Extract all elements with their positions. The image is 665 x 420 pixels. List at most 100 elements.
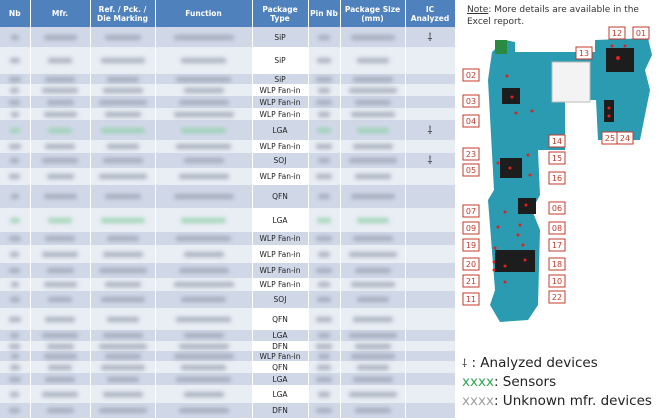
redacted-text — [48, 217, 72, 223]
redacted-cell — [340, 373, 406, 385]
ic-analyzed-cell: ⸸ — [405, 153, 456, 168]
redacted-cell — [308, 245, 341, 263]
redacted-text — [100, 58, 145, 63]
redacted-text — [354, 268, 391, 273]
redacted-cell — [30, 373, 91, 385]
redacted-text — [348, 391, 397, 397]
redacted-cell — [0, 341, 31, 351]
package-type-cell: LGA — [252, 208, 309, 232]
redacted-cell — [90, 245, 156, 263]
redacted-text — [48, 127, 72, 133]
callout-number: 23 — [466, 150, 476, 159]
redacted-text — [45, 316, 75, 322]
legend-sensors: xxxx: Sensors — [462, 374, 556, 390]
redacted-text — [104, 194, 141, 199]
redacted-text — [318, 111, 330, 117]
redacted-text — [43, 194, 77, 199]
callout-label: 25 — [601, 131, 619, 145]
callout-label: 18 — [548, 257, 566, 271]
redacted-text — [10, 158, 20, 163]
package-type-cell: WLP Fan-in — [252, 108, 309, 120]
redacted-cell — [90, 208, 156, 232]
table-row: WLP Fan-in — [0, 168, 456, 185]
package-type-cell: SiP — [252, 27, 309, 47]
redacted-cell — [155, 361, 253, 373]
callout-number: 13 — [579, 49, 589, 58]
redacted-cell — [340, 140, 406, 153]
board-photo: 01 12 13 02 03 04 14 25 24 23 05 15 16 07 06 09 08 19 17 20… — [462, 26, 652, 322]
table-row: WLP Fan-in — [0, 278, 456, 291]
package-type-cell: SiP — [252, 47, 309, 74]
redacted-text — [318, 194, 330, 199]
callout-number: 11 — [466, 295, 476, 304]
callout-number: 20 — [466, 260, 476, 269]
redacted-text — [106, 236, 139, 241]
ic-analyzed-cell — [405, 168, 456, 185]
redacted-cell — [155, 232, 253, 245]
table-row: SiP — [0, 47, 456, 74]
ic-analyzed-cell — [405, 403, 456, 418]
redacted-text — [43, 353, 77, 359]
table-row: SOJ ⸸ — [0, 153, 456, 168]
ic-analyzed-cell — [405, 341, 456, 351]
redacted-cell — [308, 341, 341, 351]
redacted-text — [352, 144, 393, 149]
callout-number: 06 — [552, 204, 562, 213]
table-header: Nb Mfr. Ref. / Pck. / Die Marking Function P… — [0, 0, 456, 27]
column-header: Package Size (mm) — [340, 0, 406, 27]
ic-analyzed-cell — [405, 245, 456, 263]
ic-analyzed-cell — [405, 96, 456, 108]
redacted-cell — [0, 232, 31, 245]
redacted-cell — [30, 168, 91, 185]
redacted-text — [42, 391, 78, 397]
ic-analyzed-cell: ⸸ — [405, 27, 456, 47]
callout-number: 07 — [466, 207, 476, 216]
redacted-text — [348, 251, 397, 257]
column-header: IC Analyzed — [405, 0, 456, 27]
package-type-cell: WLP Fan-in — [252, 140, 309, 153]
redacted-cell — [90, 341, 156, 351]
table-row: SOJ — [0, 291, 456, 308]
ic-analyzed-cell — [405, 108, 456, 120]
redacted-text — [10, 282, 19, 287]
redacted-cell — [308, 84, 341, 96]
callout-number: 16 — [552, 174, 562, 183]
callout-number: 24 — [620, 134, 630, 143]
redacted-text — [43, 34, 77, 40]
redacted-cell — [155, 308, 253, 330]
redacted-cell — [308, 373, 341, 385]
redacted-text — [317, 127, 331, 133]
redacted-text — [98, 343, 147, 349]
redacted-text — [356, 58, 389, 63]
redacted-text — [183, 87, 224, 93]
redacted-cell — [30, 153, 91, 168]
redacted-cell — [0, 361, 31, 373]
redacted-text — [43, 111, 77, 117]
callout-label: 02 — [462, 68, 480, 82]
redacted-text — [181, 297, 226, 302]
redacted-text — [316, 268, 332, 273]
redacted-cell — [340, 185, 406, 208]
redacted-cell — [155, 108, 253, 120]
ic-analyzed-cell — [405, 278, 456, 291]
package-type-cell: DFN — [252, 403, 309, 418]
redacted-text — [183, 391, 224, 397]
redacted-text — [104, 34, 141, 40]
redacted-text — [10, 194, 19, 199]
redacted-text — [181, 58, 226, 63]
redacted-cell — [340, 278, 406, 291]
redacted-text — [10, 391, 20, 397]
package-type-cell: WLP Fan-in — [252, 263, 309, 278]
redacted-text — [43, 282, 77, 287]
redacted-text — [42, 251, 78, 257]
redacted-cell — [30, 84, 91, 96]
redacted-text — [102, 87, 143, 93]
redacted-text — [350, 111, 395, 117]
redacted-text — [9, 127, 20, 133]
redacted-text — [10, 87, 20, 93]
redacted-cell — [30, 27, 91, 47]
table-row: QFN — [0, 308, 456, 330]
package-type-cell: DFN — [252, 341, 309, 351]
redacted-cell — [308, 153, 341, 168]
table-row: WLP Fan-in — [0, 263, 456, 278]
